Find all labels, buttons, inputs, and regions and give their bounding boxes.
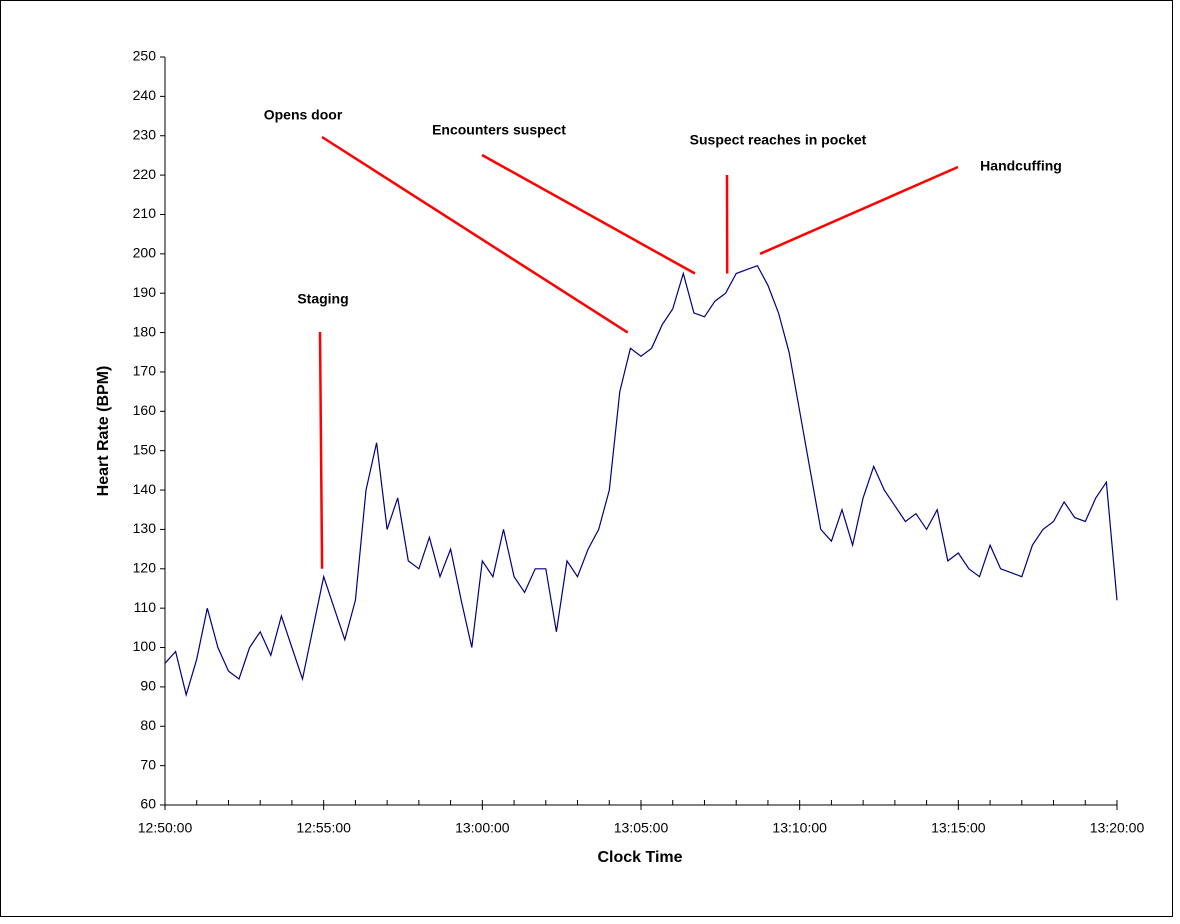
x-axis-label: Clock Time bbox=[597, 849, 682, 866]
x-tick-label: 12:55:00 bbox=[296, 820, 351, 836]
y-tick-label: 100 bbox=[133, 638, 157, 654]
y-tick-label: 170 bbox=[133, 363, 157, 379]
y-tick-label: 70 bbox=[140, 756, 156, 772]
y-tick-label: 220 bbox=[133, 166, 157, 182]
y-tick-label: 60 bbox=[140, 796, 156, 812]
y-tick-label: 140 bbox=[133, 481, 157, 497]
y-tick-label: 210 bbox=[133, 205, 157, 221]
annotation-label: Suspect reaches in pocket bbox=[690, 132, 867, 148]
y-tick-label: 240 bbox=[133, 87, 157, 103]
x-tick-label: 13:10:00 bbox=[772, 820, 827, 836]
y-tick-label: 250 bbox=[133, 48, 157, 64]
x-tick-label: 13:05:00 bbox=[614, 820, 669, 836]
y-tick-label: 120 bbox=[133, 559, 157, 575]
y-tick-label: 130 bbox=[133, 520, 157, 536]
y-tick-label: 150 bbox=[133, 441, 157, 457]
annotation-label: Encounters suspect bbox=[432, 122, 566, 138]
y-tick-label: 80 bbox=[140, 717, 156, 733]
x-tick-label: 12:50:00 bbox=[138, 820, 193, 836]
x-tick-label: 13:15:00 bbox=[931, 820, 986, 836]
annotation-label: Staging bbox=[297, 291, 348, 307]
y-tick-label: 90 bbox=[140, 678, 156, 694]
y-axis-label: Heart Rate (BPM) bbox=[95, 366, 112, 497]
y-tick-label: 180 bbox=[133, 323, 157, 339]
y-tick-label: 160 bbox=[133, 402, 157, 418]
annotation-label: Opens door bbox=[264, 107, 343, 123]
y-tick-label: 200 bbox=[133, 245, 157, 261]
x-tick-label: 13:20:00 bbox=[1090, 820, 1145, 836]
y-tick-label: 110 bbox=[134, 599, 157, 615]
y-tick-label: 190 bbox=[133, 284, 157, 300]
x-tick-label: 13:00:00 bbox=[455, 820, 510, 836]
y-tick-label: 230 bbox=[133, 126, 157, 142]
annotation-label: Handcuffing bbox=[980, 158, 1062, 174]
